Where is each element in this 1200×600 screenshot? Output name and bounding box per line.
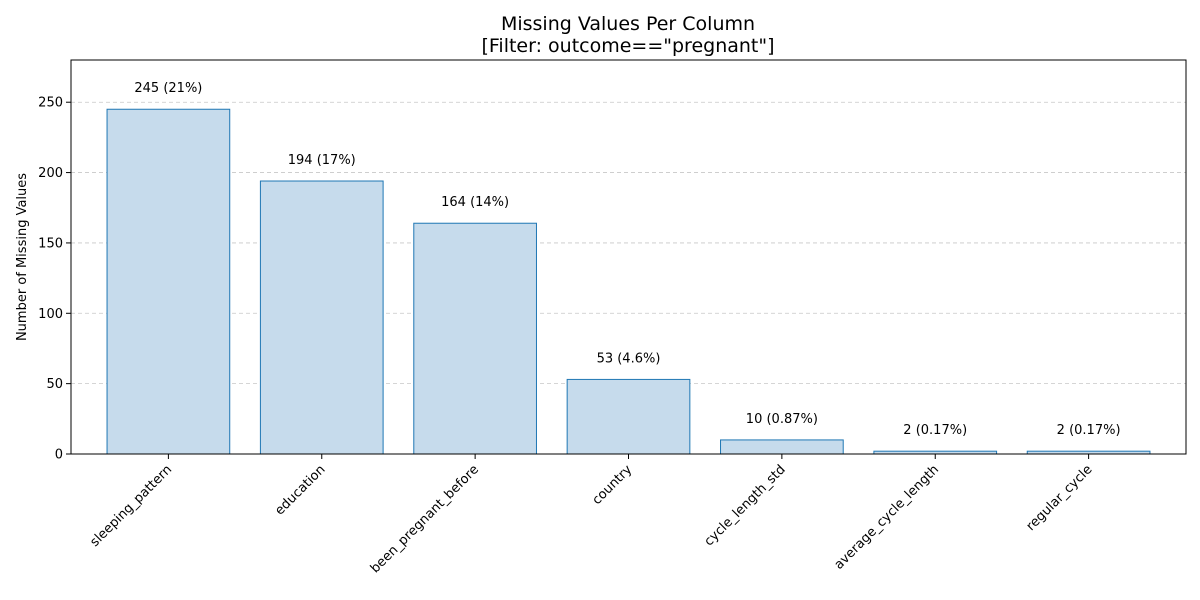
y-tick-label: 100 [38, 307, 63, 322]
data-label: 164 (14%) [441, 195, 509, 210]
data-label: 245 (21%) [134, 81, 202, 96]
y-tick-label: 0 [55, 448, 63, 463]
bar-been_pregnant_before [413, 222, 537, 455]
chart-title-line-2: [Filter: outcome=="pregnant"] [481, 35, 774, 57]
data-label: 194 (17%) [288, 153, 356, 168]
x-axis-ticks: sleeping_pattern education been_pregnant_b… [88, 454, 1096, 576]
chart-title-line-1: Missing Values Per Column [501, 13, 755, 35]
y-axis-ticks: 0 50 100 150 200 250 [38, 96, 71, 463]
bar-education [259, 180, 384, 455]
x-tick-label: regular_cycle [1024, 462, 1096, 534]
y-tick-label: 150 [38, 236, 63, 251]
bar-country [566, 378, 691, 455]
grid-layer [71, 101, 1186, 385]
bars-layer [106, 108, 1151, 455]
bar-cycle_length_std [720, 439, 844, 455]
x-tick-label: country [590, 462, 636, 508]
y-tick-label: 50 [46, 377, 63, 392]
y-axis-label: Number of Missing Values [15, 173, 30, 341]
data-label: 53 (4.6%) [597, 351, 661, 366]
data-labels-layer: 245 (21%) 194 (17%) 164 (14%) 53 (4.6%) 10 (… [134, 81, 1120, 438]
x-tick-label: cycle_length_std [702, 462, 789, 549]
x-tick-label: sleeping_pattern [88, 462, 176, 550]
data-label: 2 (0.17%) [1057, 423, 1121, 438]
x-tick-label: average_cycle_length [832, 462, 942, 572]
x-tick-label: education [272, 462, 328, 518]
bar-sleeping_pattern [106, 108, 231, 455]
y-tick-label: 250 [38, 96, 63, 111]
data-label: 2 (0.17%) [903, 423, 967, 438]
x-tick-label: been_pregnant_before [368, 462, 482, 576]
data-label: 10 (0.87%) [746, 412, 818, 427]
y-tick-label: 200 [38, 166, 63, 181]
